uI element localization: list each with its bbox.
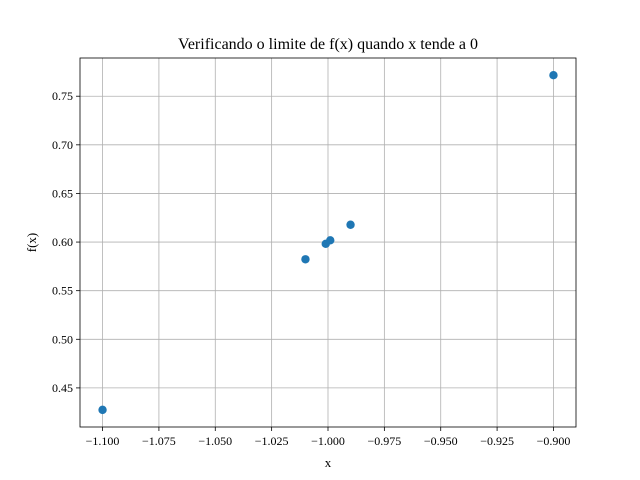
x-tick-label: −1.050 (198, 434, 232, 448)
y-axis-label: f(x) (24, 233, 39, 253)
data-point (301, 255, 310, 264)
x-tick-label: −0.975 (367, 434, 401, 448)
y-tick-label: 0.50 (52, 332, 73, 346)
data-point (346, 220, 355, 229)
x-axis-label: x (325, 455, 332, 470)
y-tick-label: 0.65 (52, 186, 73, 200)
chart-title: Verificando o limite de f(x) quando x te… (178, 36, 478, 53)
data-point (98, 405, 107, 415)
data-point (549, 71, 558, 80)
data-points (98, 71, 558, 415)
plot-frame (79, 57, 577, 428)
x-tick-label: −1.100 (86, 434, 120, 448)
y-tick-label: 0.45 (52, 381, 73, 395)
x-tick-label: −0.925 (480, 434, 514, 448)
y-tick-label: 0.60 (52, 235, 73, 249)
x-tick-label: −1.025 (255, 434, 289, 448)
x-tick-label: −1.075 (142, 434, 176, 448)
y-tick-label: 0.70 (52, 138, 73, 152)
x-tick-label: −1.000 (311, 434, 345, 448)
x-tick-label: −0.900 (537, 434, 571, 448)
y-tick-label: 0.75 (52, 89, 73, 103)
x-tick-label: −0.950 (424, 434, 458, 448)
data-point (326, 236, 335, 245)
y-tick-label: 0.55 (52, 284, 73, 298)
ticks: −1.100 −1.075 −1.050 −1.025 −1.000 −0.975 −0.9… (52, 89, 570, 448)
